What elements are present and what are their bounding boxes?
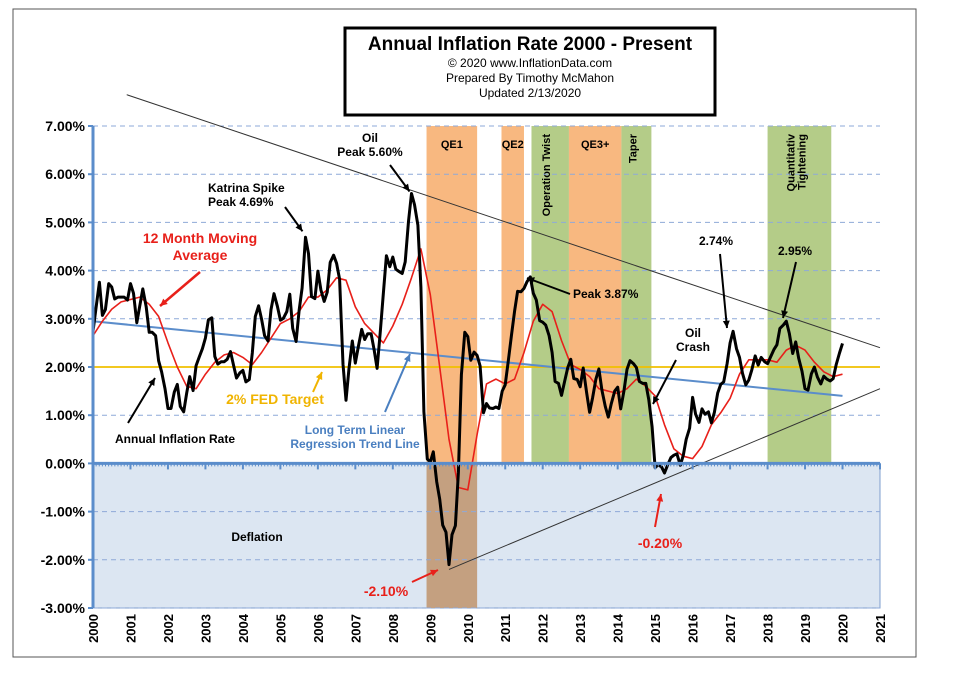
y-tick-label-4: 1.00% bbox=[45, 407, 85, 423]
arrow-moving-avg-head bbox=[160, 298, 168, 306]
annotation-oil-peak: Oil Peak 5.60% bbox=[337, 131, 403, 159]
band-label-5: QuantitativTightening bbox=[785, 133, 808, 191]
arrow-katrina-head bbox=[295, 223, 303, 232]
arrow-peak-387 bbox=[526, 277, 571, 295]
trend-line-0 bbox=[126, 94, 881, 349]
arrow-274 bbox=[719, 253, 728, 329]
x-tick-label-0: 2000 bbox=[86, 614, 101, 643]
annotation-minus-020: -0.20% bbox=[638, 535, 683, 551]
band-label-1: QE2 bbox=[502, 139, 524, 151]
x-tick-label-3: 2003 bbox=[198, 614, 213, 643]
series-line-2 bbox=[92, 320, 843, 397]
annotation-minus-210: -2.10% bbox=[364, 583, 409, 599]
x-tick-label-7: 2007 bbox=[348, 614, 363, 643]
annotation-regression: Long Term Linear Regression Trend Line bbox=[290, 423, 420, 451]
y-tick-label-1: -2.00% bbox=[41, 552, 86, 568]
arrow-annual-rate bbox=[127, 377, 156, 424]
x-tick-label-9: 2009 bbox=[423, 614, 438, 643]
x-tick-label-15: 2015 bbox=[648, 614, 663, 643]
data-lines bbox=[91, 94, 881, 570]
arrow-annual-rate-head bbox=[148, 378, 155, 386]
annotation-295: 2.95% bbox=[778, 244, 812, 258]
arrow-minus-210-head bbox=[430, 569, 438, 577]
deflation-region bbox=[92, 462, 881, 609]
annotation-annual-rate: Annual Inflation Rate bbox=[115, 432, 235, 446]
annotation-peak-387: Peak 3.87% bbox=[573, 287, 639, 301]
arrow-minus-020-head bbox=[656, 494, 664, 502]
title-box-border bbox=[343, 26, 717, 117]
annotation-oil-crash: Oil Crash bbox=[676, 326, 710, 354]
band-label-2: Operation Twist bbox=[541, 134, 553, 217]
arrow-fed-target-head bbox=[315, 372, 323, 380]
x-tick-label-2: 2002 bbox=[161, 614, 176, 643]
series-line-1 bbox=[92, 248, 843, 491]
x-tick-label-10: 2010 bbox=[461, 614, 476, 643]
band-4 bbox=[621, 126, 652, 464]
trend-line-1 bbox=[448, 388, 881, 570]
band-3 bbox=[568, 126, 622, 464]
series-line-0 bbox=[91, 192, 844, 567]
arrow-295-head bbox=[781, 310, 789, 318]
y-tick-label-7: 4.00% bbox=[45, 263, 85, 279]
band-label-3: QE3+ bbox=[581, 139, 609, 151]
arrow-oil-crash-head bbox=[653, 396, 660, 404]
x-tick-label-12: 2012 bbox=[536, 614, 551, 643]
x-tick-label-4: 2004 bbox=[236, 613, 251, 643]
deflation-fill bbox=[92, 462, 881, 609]
x-tick-label-13: 2013 bbox=[573, 614, 588, 643]
arrow-274-head bbox=[722, 320, 730, 328]
band-5 bbox=[767, 126, 832, 464]
arrow-regression bbox=[384, 353, 411, 413]
band-label-4: Taper bbox=[627, 133, 639, 163]
arrow-295 bbox=[782, 261, 797, 319]
y-tick-label-0: -3.00% bbox=[41, 600, 86, 616]
x-tick-label-5: 2005 bbox=[273, 614, 288, 643]
y-tick-label-10: 7.00% bbox=[45, 118, 85, 134]
annotation-fed-target: 2% FED Target bbox=[226, 391, 324, 407]
arrow-regression-head bbox=[403, 354, 411, 362]
arrow-oil-peak-head bbox=[402, 183, 410, 192]
author-line: Prepared By Timothy McMahon bbox=[446, 71, 614, 85]
y-tick-label-8: 5.00% bbox=[45, 214, 85, 230]
y-tick-label-2: -1.00% bbox=[41, 504, 86, 520]
updated-line: Updated 2/13/2020 bbox=[479, 86, 581, 100]
x-tick-label-18: 2018 bbox=[761, 614, 776, 643]
band-0 bbox=[426, 126, 478, 464]
x-tick-label-20: 2020 bbox=[836, 614, 851, 643]
band-1 bbox=[501, 126, 524, 464]
band-2 bbox=[531, 126, 569, 464]
y-tick-label-9: 6.00% bbox=[45, 166, 85, 182]
x-tick-label-8: 2008 bbox=[386, 614, 401, 643]
x-tick-label-16: 2016 bbox=[686, 614, 701, 643]
arrow-oil-crash bbox=[652, 359, 677, 405]
x-tick-label-17: 2017 bbox=[723, 614, 738, 643]
arrow-moving-avg bbox=[159, 271, 201, 307]
deflation-label: Deflation bbox=[231, 530, 282, 544]
x-tick-label-1: 2001 bbox=[123, 614, 138, 643]
y-tick-label-3: 0.00% bbox=[45, 455, 85, 471]
axes: -3.00% -2.00% -1.00% 0.00% 1.00% 2.00% 3.00% 4.… bbox=[41, 118, 888, 643]
band-label-0: QE1 bbox=[441, 139, 463, 151]
copyright-line[interactable]: © 2020 www.InflationData.com bbox=[448, 56, 612, 70]
x-tick-label-19: 2019 bbox=[798, 614, 813, 643]
x-tick-label-14: 2014 bbox=[611, 613, 626, 643]
x-tick-label-6: 2006 bbox=[311, 614, 326, 643]
y-tick-label-5: 2.00% bbox=[45, 359, 85, 375]
x-tick-label-21: 2021 bbox=[873, 614, 888, 643]
annotation-katrina: Katrina Spike Peak 4.69% bbox=[208, 181, 285, 209]
y-tick-label-6: 3.00% bbox=[45, 311, 85, 327]
annotation-moving-avg: 12 Month Moving Average bbox=[143, 230, 257, 263]
arrow-peak-387-head bbox=[527, 277, 535, 284]
chart-title: Annual Inflation Rate 2000 - Present bbox=[368, 34, 693, 55]
annotations: Oil Peak 5.60% Katrina Spike Peak 4.69% 12 M… bbox=[115, 131, 812, 599]
x-tick-label-11: 2011 bbox=[498, 614, 513, 642]
annotation-274: 2.74% bbox=[699, 234, 733, 248]
title-box: Annual Inflation Rate 2000 - Present © 2… bbox=[343, 26, 717, 117]
